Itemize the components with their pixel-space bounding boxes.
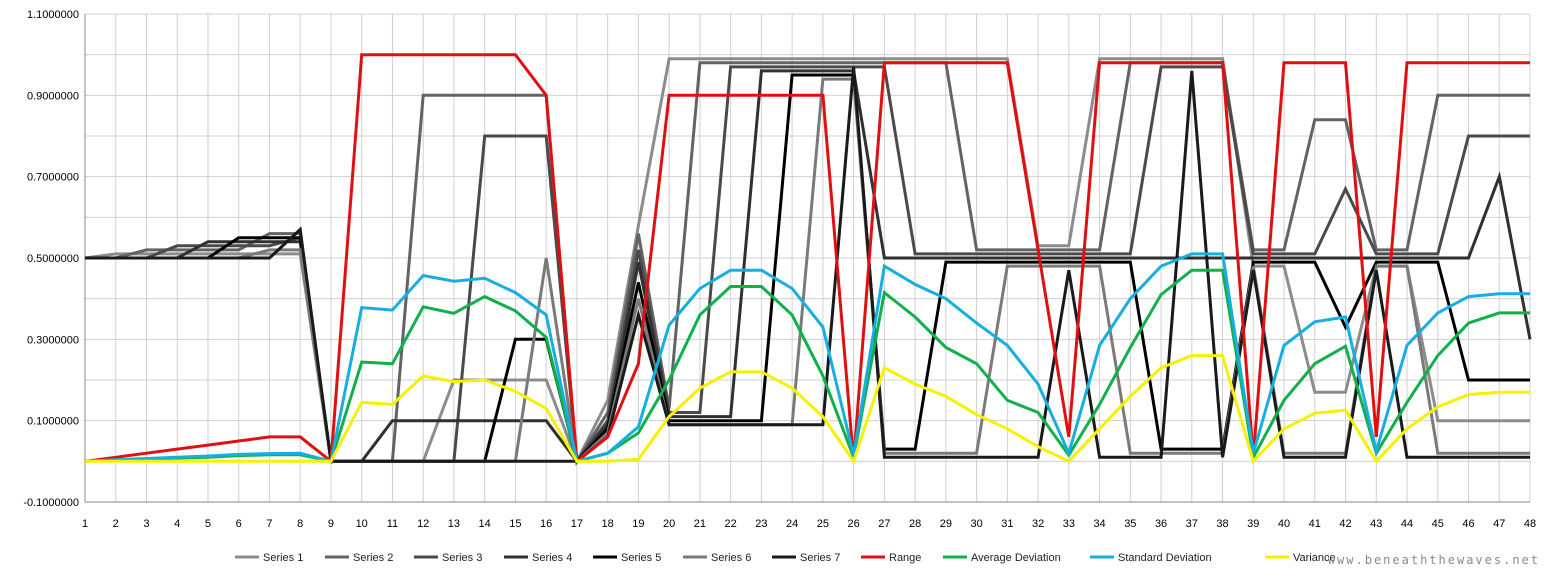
- x-tick-label: 48: [1524, 518, 1536, 530]
- x-tick-label: 22: [725, 518, 737, 530]
- x-tick-label: 20: [663, 518, 675, 530]
- legend-label: Series 1: [263, 552, 303, 564]
- x-tick-label: 11: [387, 518, 398, 530]
- series-line-variance: [85, 354, 1530, 465]
- series-line-standard-deviation: [84, 252, 1530, 464]
- x-tick-label: 17: [571, 518, 583, 530]
- x-tick-label: 31: [1001, 518, 1013, 530]
- legend: Series 1 Series 2 Series 3 Series 4 Series 5…: [235, 552, 1336, 564]
- y-tick-label: 0.5000000: [27, 253, 79, 265]
- x-tick-label: 3: [143, 518, 149, 530]
- series-lines: [84, 53, 1532, 466]
- y-tick-label: -0.1000000: [23, 497, 79, 509]
- x-tick-label: 29: [940, 518, 952, 530]
- x-tick-label: 5: [205, 518, 211, 530]
- x-tick-label: 12: [417, 518, 429, 530]
- y-tick-label: 0.1000000: [27, 416, 79, 428]
- legend-label: Standard Deviation: [1118, 552, 1212, 564]
- x-tick-label: 35: [1124, 518, 1136, 530]
- x-tick-label: 47: [1493, 518, 1505, 530]
- series-line-range: [84, 53, 1530, 465]
- x-tick-label: 30: [970, 518, 982, 530]
- x-tick-label: 9: [328, 518, 334, 530]
- x-tick-label: 2: [113, 518, 119, 530]
- x-tick-label: 13: [448, 518, 460, 530]
- legend-label: Series 7: [800, 552, 840, 564]
- x-tick-label: 33: [1063, 518, 1075, 530]
- x-tick-label: 15: [509, 518, 521, 530]
- series-line-series-7: [85, 66, 1530, 463]
- x-axis-tick-labels: 1 2 3 4 5 6 7 8 9 10 11 12 13 14 15 16 17 18 19 20 21 22 23 24 2…: [82, 518, 1536, 530]
- legend-label: Average Deviation: [971, 552, 1061, 564]
- x-tick-label: 44: [1401, 518, 1413, 530]
- x-tick-label: 21: [694, 518, 706, 530]
- x-tick-label: 10: [356, 518, 368, 530]
- x-tick-label: 4: [174, 518, 180, 530]
- x-tick-label: 18: [602, 518, 614, 530]
- x-tick-label: 14: [479, 518, 491, 530]
- x-tick-label: 27: [878, 518, 890, 530]
- x-tick-label: 41: [1309, 518, 1321, 530]
- y-tick-label: 0.7000000: [27, 172, 79, 184]
- x-tick-label: 42: [1339, 518, 1351, 530]
- x-tick-label: 34: [1093, 518, 1105, 530]
- x-tick-label: 8: [297, 518, 303, 530]
- y-tick-label: 0.9000000: [27, 90, 79, 102]
- x-tick-label: 7: [266, 518, 272, 530]
- x-tick-label: 16: [540, 518, 552, 530]
- x-tick-label: 36: [1155, 518, 1167, 530]
- legend-label: Variance: [1293, 552, 1336, 564]
- y-tick-label: 1.1000000: [27, 9, 79, 21]
- x-tick-label: 1: [82, 518, 88, 530]
- x-tick-label: 40: [1278, 518, 1290, 530]
- legend-label: Series 2: [353, 552, 393, 564]
- x-tick-label: 19: [632, 518, 644, 530]
- x-tick-label: 24: [786, 518, 798, 530]
- y-axis-tick-labels: -0.1000000 0.1000000 0.3000000 0.5000000 0.7…: [23, 9, 79, 509]
- x-tick-label: 43: [1370, 518, 1382, 530]
- x-tick-label: 6: [236, 518, 242, 530]
- x-tick-label: 26: [847, 518, 859, 530]
- x-tick-label: 39: [1247, 518, 1259, 530]
- x-tick-label: 25: [817, 518, 829, 530]
- legend-label: Series 4: [532, 552, 572, 564]
- legend-label: Series 5: [621, 552, 661, 564]
- x-tick-label: 23: [755, 518, 767, 530]
- x-tick-label: 32: [1032, 518, 1044, 530]
- x-tick-label: 45: [1432, 518, 1444, 530]
- y-tick-label: 0.3000000: [27, 334, 79, 346]
- legend-label: Range: [889, 552, 921, 564]
- x-tick-label: 28: [909, 518, 921, 530]
- legend-label: Series 6: [711, 552, 751, 564]
- legend-label: Series 3: [442, 552, 482, 564]
- x-tick-label: 37: [1186, 518, 1198, 530]
- x-tick-label: 38: [1216, 518, 1228, 530]
- watermark: www.beneaththewaves.net: [1327, 553, 1540, 567]
- x-tick-label: 46: [1462, 518, 1474, 530]
